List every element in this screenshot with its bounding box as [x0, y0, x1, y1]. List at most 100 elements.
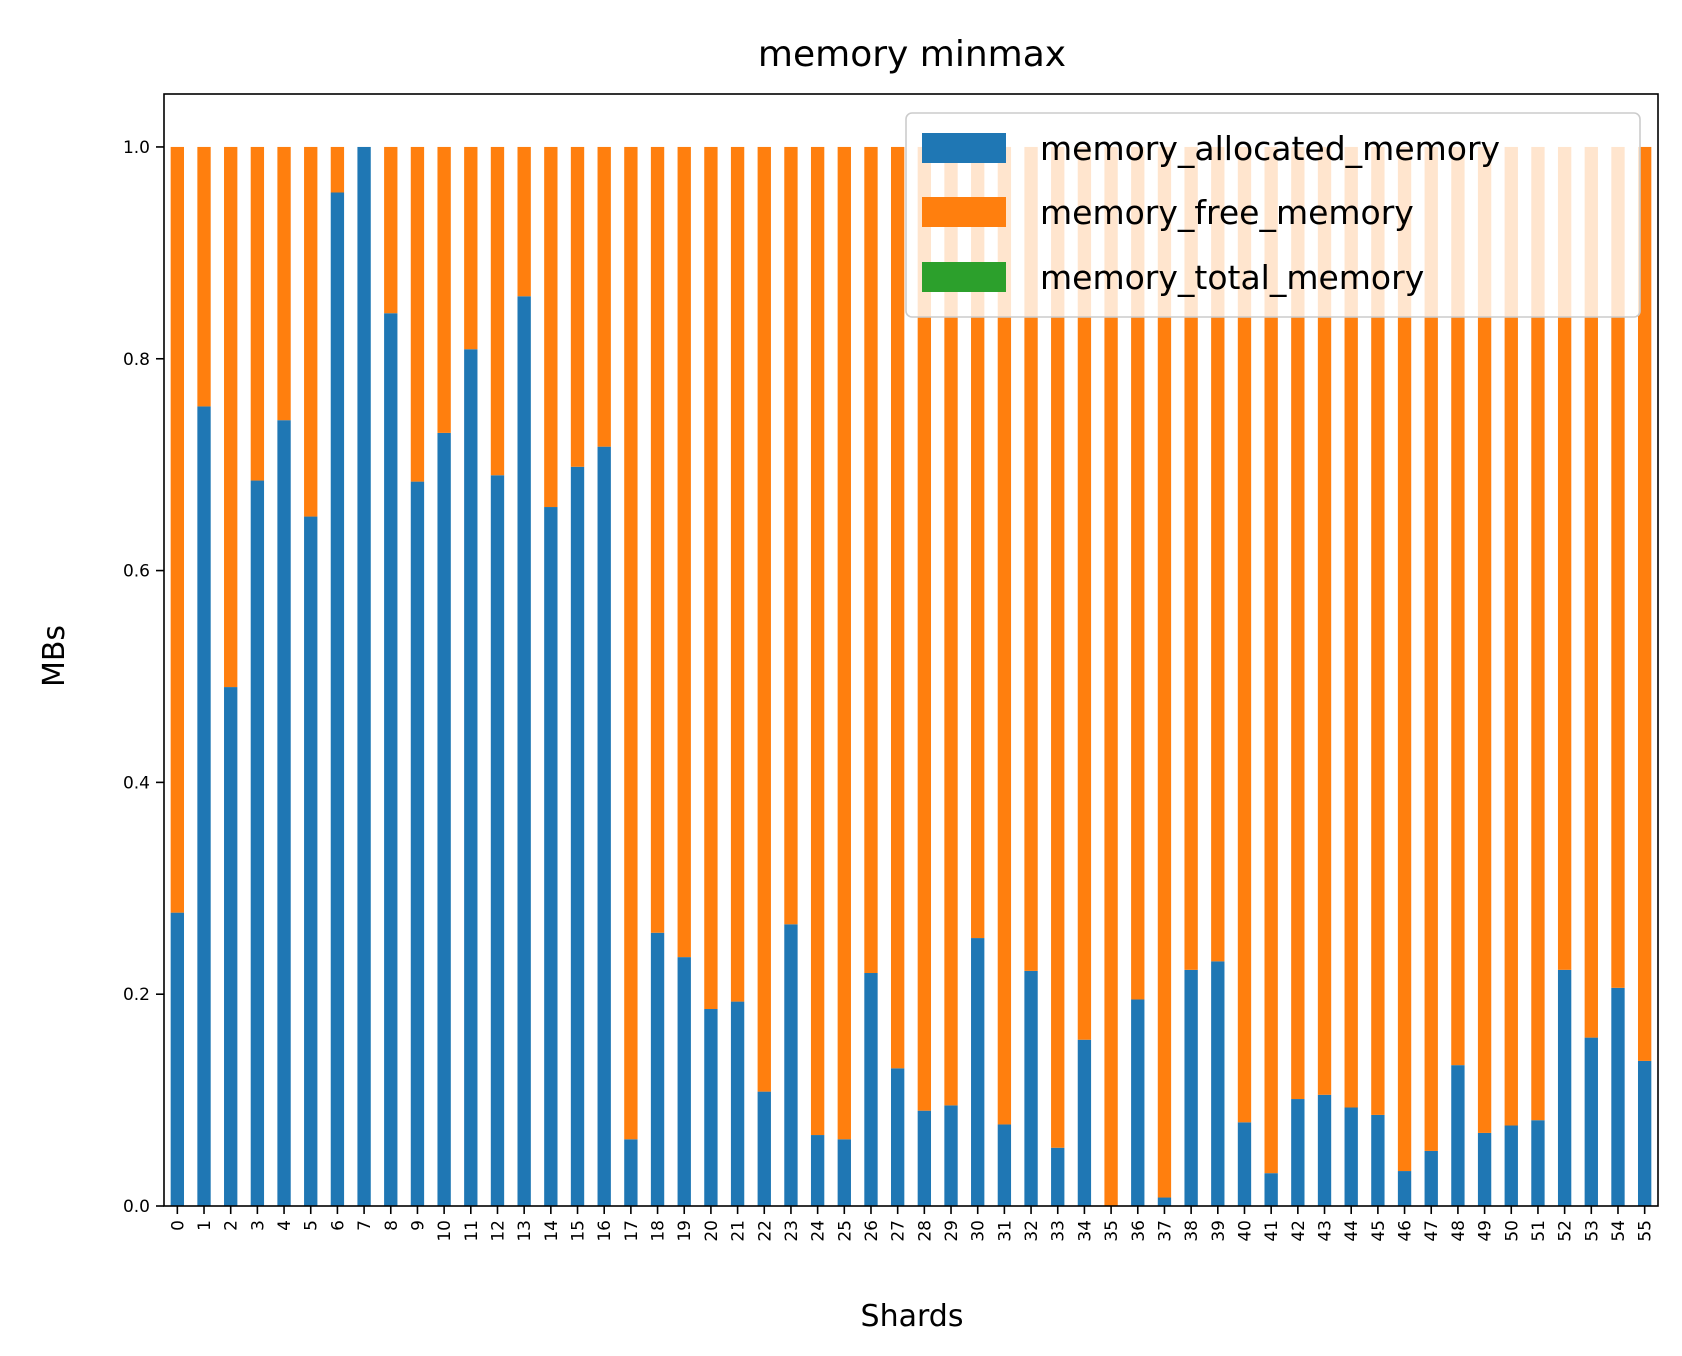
x-tick-label: 8	[382, 1220, 402, 1231]
bar-memory-free-memory-48	[1451, 146, 1465, 1066]
bar-memory-allocated-memory-34	[1077, 1039, 1092, 1206]
legend-swatch-memory-free-memory	[922, 197, 1006, 227]
bar-memory-allocated-memory-43	[1317, 1094, 1332, 1206]
bar-memory-allocated-memory-20	[704, 1009, 718, 1206]
x-tick-label: 28	[915, 1220, 935, 1242]
x-tick-label: 21	[729, 1220, 749, 1242]
bar-memory-allocated-memory-12	[490, 475, 505, 1206]
bar-memory-free-memory-21	[730, 146, 745, 1002]
bar-memory-free-memory-51	[1531, 146, 1545, 1121]
bar-memory-allocated-memory-22	[757, 1091, 771, 1206]
x-tick-label: 47	[1422, 1220, 1442, 1242]
bar-memory-free-memory-0	[170, 146, 185, 913]
x-tick-label: 54	[1609, 1220, 1629, 1242]
x-tick-label: 22	[755, 1220, 775, 1242]
bar-memory-free-memory-15	[570, 146, 585, 467]
bar-memory-free-memory-47	[1424, 146, 1438, 1151]
legend-items: memory_allocated_memory memory_free_memor…	[922, 129, 1500, 297]
legend-label-memory-allocated-memory: memory_allocated_memory	[1040, 129, 1500, 168]
bar-memory-free-memory-6	[330, 146, 345, 193]
x-tick-label: 25	[835, 1220, 855, 1242]
bar-memory-allocated-memory-18	[650, 932, 665, 1206]
bar-memory-free-memory-22	[757, 146, 771, 1092]
bar-memory-allocated-memory-4	[277, 420, 291, 1206]
x-tick-label: 38	[1182, 1220, 1202, 1242]
x-tick-label: 10	[435, 1220, 455, 1242]
y-axis: 0.0 0.2 0.4 0.6 0.8 1.0	[123, 138, 164, 1217]
bar-memory-allocated-memory-17	[624, 1139, 638, 1206]
bar-memory-free-memory-37	[1157, 146, 1172, 1198]
bar-memory-allocated-memory-42	[1291, 1099, 1305, 1206]
x-tick-label: 6	[328, 1220, 348, 1231]
bar-memory-allocated-memory-0	[170, 912, 185, 1206]
bar-memory-free-memory-34	[1077, 146, 1092, 1040]
bar-memory-allocated-memory-25	[837, 1139, 851, 1206]
x-tick-label: 44	[1342, 1220, 1362, 1242]
bar-memory-free-memory-50	[1504, 146, 1518, 1126]
bar-memory-free-memory-54	[1611, 146, 1625, 988]
bar-memory-free-memory-33	[1051, 146, 1065, 1148]
bar-memory-allocated-memory-47	[1424, 1150, 1438, 1206]
x-tick-label: 52	[1556, 1220, 1576, 1242]
x-tick-label: 17	[622, 1220, 642, 1242]
bar-memory-allocated-memory-16	[597, 446, 611, 1206]
bar-memory-free-memory-38	[1184, 146, 1198, 970]
x-tick-label: 9	[408, 1220, 428, 1231]
bar-memory-free-memory-46	[1397, 146, 1412, 1172]
bar-memory-allocated-memory-28	[917, 1110, 932, 1206]
bar-memory-allocated-memory-31	[997, 1124, 1012, 1206]
bar-memory-allocated-memory-19	[677, 957, 691, 1206]
bar-memory-free-memory-5	[304, 146, 318, 517]
bar-memory-free-memory-8	[384, 146, 398, 314]
bar-memory-free-memory-20	[704, 146, 718, 1010]
bar-memory-allocated-memory-41	[1264, 1173, 1278, 1206]
bar-memory-free-memory-2	[224, 146, 238, 688]
bar-memory-allocated-memory-45	[1371, 1114, 1385, 1206]
bar-memory-free-memory-41	[1264, 146, 1278, 1174]
y-tick-label: 1.0	[123, 138, 150, 158]
bar-memory-free-memory-32	[1024, 146, 1038, 971]
bar-memory-free-memory-19	[677, 146, 691, 958]
bar-memory-allocated-memory-26	[864, 973, 878, 1206]
bar-memory-free-memory-12	[490, 146, 505, 476]
x-tick-label: 46	[1396, 1220, 1416, 1242]
x-tick-label: 39	[1209, 1220, 1229, 1242]
x-tick-label: 11	[462, 1220, 482, 1242]
x-tick-label: 43	[1316, 1220, 1336, 1242]
bar-memory-allocated-memory-54	[1611, 987, 1625, 1206]
bar-memory-free-memory-28	[917, 146, 932, 1111]
bar-memory-allocated-memory-32	[1024, 970, 1038, 1206]
x-tick-label: 19	[675, 1220, 695, 1242]
bar-memory-free-memory-10	[437, 146, 451, 433]
x-tick-label: 55	[1636, 1220, 1656, 1242]
bar-memory-allocated-memory-49	[1477, 1132, 1492, 1206]
chart-title: memory minmax	[758, 34, 1066, 75]
legend-label-memory-free-memory: memory_free_memory	[1040, 193, 1414, 232]
x-tick-label: 41	[1262, 1220, 1282, 1242]
plot-frame	[163, 93, 1659, 1207]
bar-memory-free-memory-24	[810, 146, 825, 1136]
bar-memory-free-memory-55	[1637, 146, 1652, 1061]
bar-memory-free-memory-13	[517, 146, 531, 297]
x-tick-label: 36	[1129, 1220, 1149, 1242]
y-axis-title: MBs	[37, 625, 72, 687]
bar-memory-allocated-memory-50	[1504, 1125, 1518, 1206]
y-tick-label: 0.0	[123, 1197, 150, 1217]
bar-memory-allocated-memory-51	[1531, 1120, 1545, 1206]
x-tick-label: 30	[969, 1220, 989, 1242]
bar-memory-allocated-memory-55	[1637, 1060, 1652, 1206]
x-tick-label: 51	[1529, 1220, 1549, 1242]
bar-memory-free-memory-35	[1104, 146, 1118, 1207]
bar-memory-allocated-memory-29	[944, 1105, 958, 1206]
bar-memory-allocated-memory-2	[224, 687, 238, 1206]
bars-layer	[170, 146, 1652, 1207]
y-tick-label: 0.2	[123, 985, 150, 1005]
x-tick-label: 20	[702, 1220, 722, 1242]
bar-memory-free-memory-16	[597, 146, 611, 447]
x-tick-label: 31	[995, 1220, 1015, 1242]
y-tick-label: 0.4	[123, 773, 150, 793]
x-tick-label: 3	[248, 1220, 268, 1231]
bar-memory-free-memory-23	[784, 146, 798, 925]
bar-memory-allocated-memory-1	[197, 406, 211, 1206]
x-axis: 0 1 2 3 4 5 6 7 8 9 10 11 12 13 14 15 16 17 18 19 20 21 22 23 24…	[168, 1206, 1656, 1242]
